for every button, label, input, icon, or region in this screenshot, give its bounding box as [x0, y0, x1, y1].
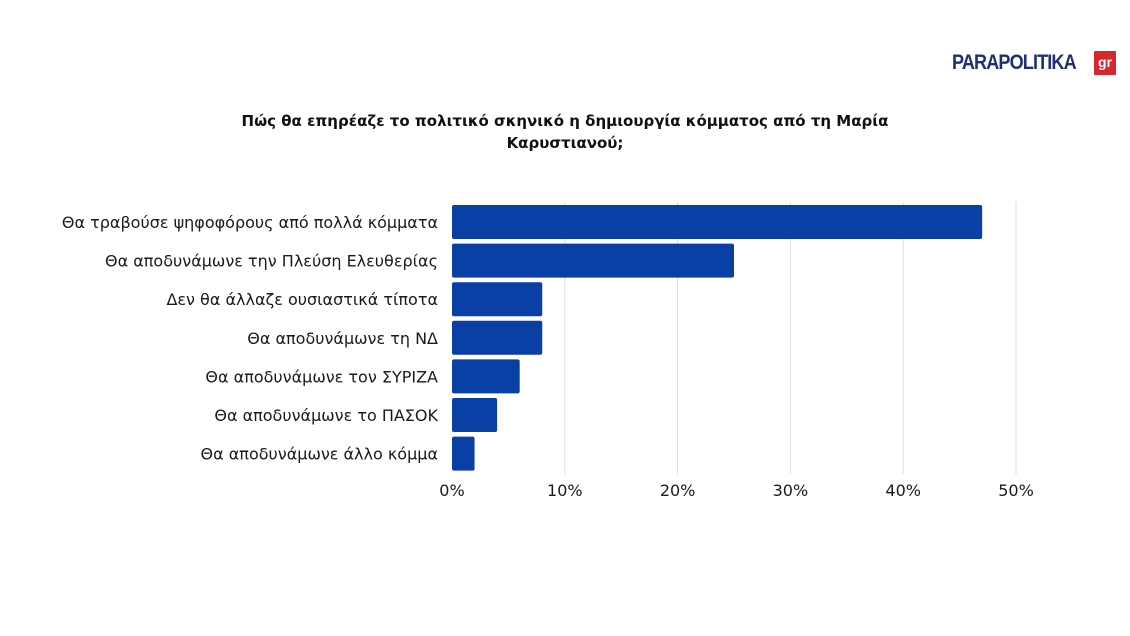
x-tick-label: 40%	[885, 481, 921, 500]
bar	[452, 436, 475, 471]
x-tick-label: 0%	[439, 481, 464, 500]
parapolitika-logo: PARAPOLITIKA gr	[952, 50, 1116, 76]
chart-title-line-1: Πώς θα επηρέαζε το πολιτικό σκηνικό η δη…	[241, 112, 889, 130]
x-tick-label: 50%	[998, 481, 1034, 500]
category-label: Θα αποδυνάμωνε άλλο κόμμα	[201, 445, 438, 464]
chart-title-line-2: Καρυστιανού;	[506, 134, 624, 152]
logo-badge: gr	[1094, 51, 1116, 75]
bar	[452, 398, 498, 432]
category-label: Θα αποδυνάμωνε τη ΝΔ	[247, 329, 438, 348]
logo-text: PARAPOLITIKA	[952, 51, 1077, 74]
category-label-layer: Θα τραβούσε ψηφοφόρους από πολλά κόμματα…	[62, 213, 439, 464]
bar	[452, 282, 543, 317]
grid-layer	[564, 202, 1017, 475]
bar	[452, 320, 543, 355]
bar	[452, 359, 520, 394]
x-tick-label: 10%	[547, 481, 583, 500]
x-tick-label: 30%	[773, 481, 809, 500]
category-label: Δεν θα άλλαζε ουσιαστικά τίποτα	[166, 290, 438, 309]
bar	[452, 243, 734, 278]
bar	[452, 205, 983, 239]
category-label: Θα αποδυνάμωνε την Πλεύση Ελευθερίας	[105, 252, 438, 271]
category-label: Θα αποδυνάμωνε τον ΣΥΡΙΖΑ	[205, 367, 438, 386]
category-label: Θα τραβούσε ψηφοφόρους από πολλά κόμματα	[62, 213, 438, 232]
bar-layer	[452, 205, 983, 471]
chart-title: Πώς θα επηρέαζε το πολιτικό σκηνικό η δη…	[200, 110, 930, 154]
x-tick-label: 20%	[660, 481, 696, 500]
x-tick-layer: 0% 10% 20% 30% 40% 50%	[439, 481, 1033, 500]
category-label: Θα αποδυνάμωνε το ΠΑΣΟΚ	[214, 406, 438, 425]
